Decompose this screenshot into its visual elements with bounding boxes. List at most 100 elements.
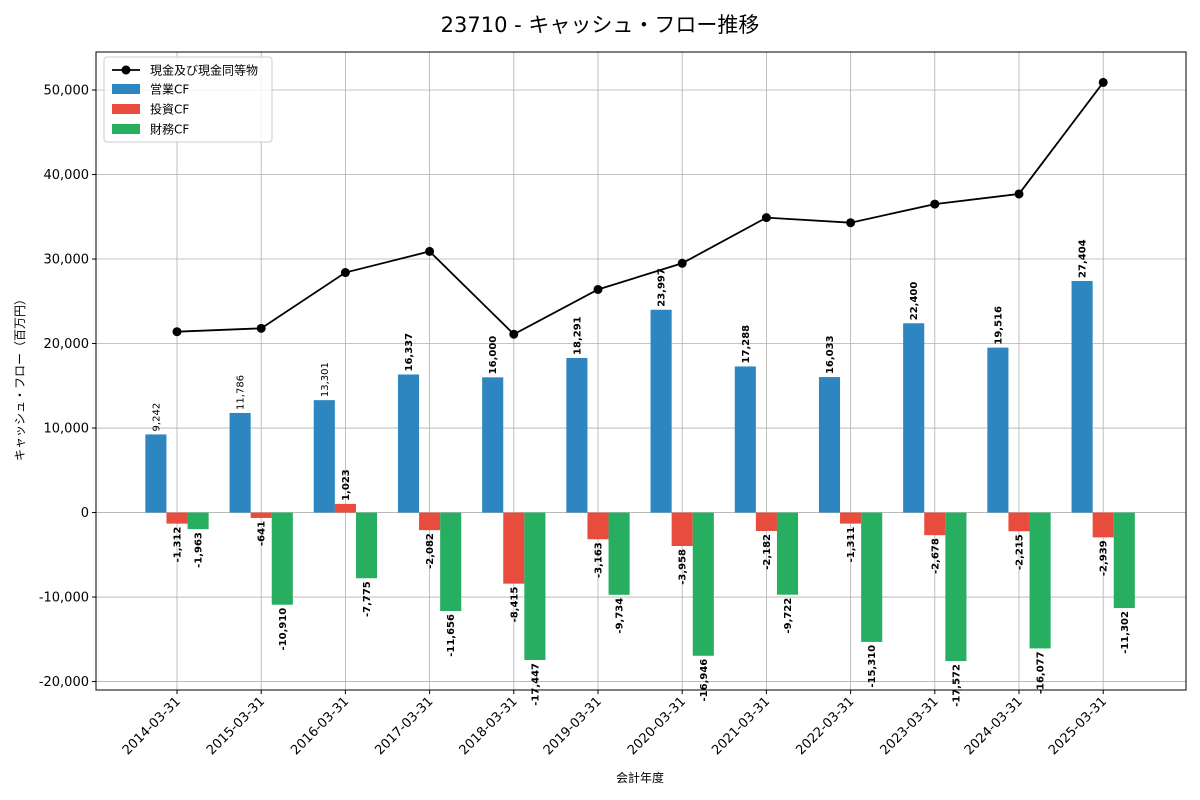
bar-1-10: [1008, 512, 1030, 532]
value-label-1-1: -641: [257, 521, 268, 546]
bar-2-9: [945, 512, 967, 662]
bar-1-1: [250, 512, 272, 518]
bar-1-7: [755, 512, 777, 531]
value-label-0-3: 16,337: [404, 333, 415, 372]
bar-0-7: [734, 366, 756, 513]
legend-label-0: 営業CF: [150, 83, 189, 97]
cash-point-7: [761, 213, 771, 223]
value-label-1-7: -2,182: [762, 534, 773, 570]
bar-1-2: [334, 503, 356, 513]
value-label-1-10: -2,215: [1015, 534, 1026, 570]
value-label-0-10: 19,516: [993, 306, 1004, 345]
x-tick-label: 2023-03-31: [878, 694, 942, 758]
cash-point-8: [846, 218, 856, 228]
y-tick-label: 40,000: [44, 168, 90, 183]
bar-0-2: [313, 400, 335, 513]
cash-point-5: [593, 284, 603, 294]
x-tick-label: 2015-03-31: [204, 694, 268, 758]
value-label-1-11: -2,939: [1099, 540, 1110, 576]
x-tick-label: 2022-03-31: [793, 694, 857, 758]
legend-label-line: 現金及び現金同等物: [150, 63, 258, 78]
bar-2-8: [861, 512, 883, 642]
bar-0-6: [650, 309, 672, 513]
bar-2-0: [187, 512, 209, 530]
value-label-1-6: -3,958: [678, 549, 689, 585]
cash-point-3: [425, 246, 435, 256]
bar-2-10: [1029, 512, 1051, 649]
value-label-2-0: -1,963: [194, 532, 205, 568]
bar-1-8: [840, 512, 862, 524]
bar-0-8: [818, 377, 841, 513]
value-label-0-11: 27,404: [1078, 239, 1089, 278]
bar-2-7: [776, 512, 799, 595]
legend-swatch-1: [112, 104, 140, 114]
x-tick-label: 2019-03-31: [541, 694, 605, 758]
bar-0-5: [566, 357, 588, 513]
y-tick-label: -10,000: [39, 591, 89, 606]
legend-line-marker: [121, 65, 131, 75]
y-tick-label: 50,000: [44, 84, 90, 99]
legend-swatch-0: [112, 84, 140, 94]
bar-0-10: [987, 347, 1009, 513]
value-label-2-3: -11,656: [446, 614, 457, 657]
bar-1-3: [419, 512, 441, 531]
value-label-2-11: -11,302: [1120, 611, 1131, 654]
bar-2-3: [440, 512, 462, 612]
x-tick-label: 2017-03-31: [372, 694, 436, 758]
x-tick-label: 2024-03-31: [962, 694, 1026, 758]
bar-0-11: [1071, 280, 1093, 513]
value-label-1-4: -8,415: [509, 587, 520, 623]
y-tick-label: 30,000: [44, 253, 90, 268]
y-tick-label: 10,000: [44, 422, 90, 437]
bar-2-11: [1113, 512, 1135, 609]
x-tick-label: 2020-03-31: [625, 694, 689, 758]
bars: [145, 280, 1135, 662]
value-label-0-7: 17,288: [741, 325, 752, 364]
cash-point-6: [677, 258, 687, 268]
bar-1-4: [503, 512, 525, 584]
value-label-1-0: -1,312: [173, 527, 184, 563]
legend-swatch-2: [112, 124, 140, 134]
cash-line: [172, 77, 1108, 339]
legend-label-1: 投資CF: [150, 102, 189, 117]
value-label-0-9: 22,400: [909, 282, 920, 321]
y-tick-label: 0: [81, 506, 89, 521]
bar-2-5: [608, 512, 630, 595]
value-label-1-2: 1,023: [341, 469, 352, 501]
value-label-0-8: 16,033: [825, 335, 836, 374]
value-label-0-4: 16,000: [488, 336, 499, 375]
value-label-1-5: -3,163: [594, 542, 605, 578]
bar-1-9: [924, 512, 946, 536]
legend-box: [103, 56, 273, 143]
bar-1-0: [166, 512, 188, 524]
value-label-2-7: -9,722: [783, 598, 794, 634]
cash-point-11: [1098, 77, 1108, 87]
x-tick-label: 2025-03-31: [1046, 694, 1110, 758]
bar-0-1: [229, 412, 251, 513]
x-tick-label: 2016-03-31: [288, 694, 352, 758]
plot-frame: [95, 51, 1187, 691]
value-label-1-8: -1,311: [846, 527, 857, 563]
bar-2-6: [692, 512, 714, 656]
bar-2-4: [524, 512, 546, 660]
cash-point-9: [930, 199, 940, 209]
value-label-2-4: -17,447: [530, 663, 541, 706]
bar-0-4: [482, 377, 504, 513]
value-label-2-5: -9,734: [615, 598, 626, 634]
value-label-1-3: -2,082: [425, 533, 436, 569]
value-label-2-1: -10,910: [278, 608, 289, 651]
y-axis-label: キャッシュ・フロー（百万円）: [13, 293, 27, 461]
cash-point-2: [340, 268, 350, 278]
y-tick-label: 20,000: [44, 337, 90, 352]
bar-2-2: [355, 512, 378, 579]
value-label-2-9: -17,572: [951, 664, 962, 707]
x-tick-label: 2021-03-31: [709, 694, 773, 758]
chart-title: 23710 - キャッシュ・フロー推移: [441, 13, 760, 37]
value-label-0-5: 18,291: [572, 316, 583, 355]
value-label-2-2: -7,775: [362, 581, 373, 617]
bar-1-6: [671, 512, 693, 546]
value-labels: 9,242 11,786 13,301 16,337 16,000 18,291 23,99…: [151, 239, 1130, 706]
x-tick-label: 2018-03-31: [457, 694, 521, 758]
